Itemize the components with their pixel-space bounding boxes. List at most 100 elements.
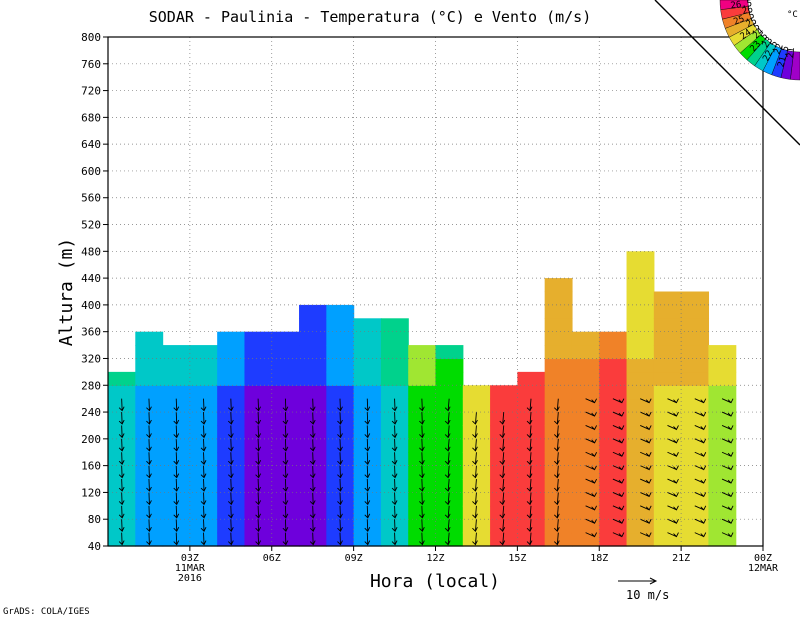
wind-vector	[309, 412, 316, 425]
y-axis-title: Altura (m)	[56, 238, 77, 346]
temperature-cell	[135, 358, 164, 373]
x-tick-label: 09Z	[345, 553, 363, 564]
wind-vector	[667, 451, 679, 457]
wind-vector	[309, 479, 316, 492]
wind-vector	[667, 518, 679, 524]
wind-vector	[255, 465, 262, 479]
temperature-cell	[435, 492, 464, 507]
y-tick-label: 440	[81, 272, 101, 285]
wind-vector	[472, 505, 478, 519]
y-tick-label: 160	[81, 460, 101, 473]
wind-vector	[227, 532, 234, 546]
temperature-cell	[544, 425, 573, 440]
wind-vector	[667, 411, 679, 417]
wind-vector	[472, 465, 478, 479]
wind-vector	[255, 425, 262, 439]
wind-vector	[553, 425, 560, 439]
wind-vector	[146, 465, 152, 479]
wind-vector	[444, 519, 451, 532]
temperature-cell	[271, 371, 300, 386]
temperature-cell	[162, 358, 191, 373]
wind-vector	[694, 505, 707, 511]
wind-vector	[694, 425, 707, 431]
wind-vector	[364, 505, 371, 519]
x-tick-label: 18Z	[590, 553, 608, 564]
wind-vector	[640, 411, 652, 417]
wind-vector	[419, 398, 425, 412]
y-tick-label: 720	[81, 85, 101, 98]
temperature-cell	[544, 492, 573, 507]
temperature-cell	[435, 465, 464, 480]
y-tick-label: 480	[81, 245, 101, 258]
wind-vector	[444, 425, 451, 439]
wind-vector	[526, 492, 533, 506]
wind-vector	[282, 519, 289, 532]
wind-vector	[667, 532, 679, 538]
y-tick-label: 320	[81, 352, 101, 365]
wind-vector	[282, 412, 289, 425]
temperature-cell	[599, 331, 628, 346]
temperature-cell	[544, 505, 573, 520]
y-tick-label: 200	[81, 433, 101, 446]
temperature-cell	[681, 345, 710, 360]
wind-vector	[612, 398, 625, 404]
wind-vector	[173, 452, 180, 465]
wind-vector	[391, 398, 398, 412]
temperature-cell	[517, 452, 546, 467]
wind-vector	[255, 505, 262, 519]
wind-vector	[146, 532, 152, 546]
wind-vector	[419, 492, 425, 506]
wind-vector	[419, 425, 425, 439]
wind-vector	[391, 425, 398, 439]
y-tick-label: 360	[81, 326, 101, 339]
temperature-cell	[462, 492, 491, 507]
temperature-field	[108, 251, 737, 547]
wind-vector	[667, 438, 679, 444]
x-tick-label: 12Z	[426, 553, 444, 564]
wind-vector	[391, 465, 398, 479]
temperature-cell	[544, 371, 573, 386]
temperature-cell	[162, 371, 191, 386]
temperature-cell	[599, 345, 628, 360]
wind-vector	[200, 532, 207, 546]
wind-vector	[391, 532, 398, 546]
temperature-cell	[462, 385, 491, 400]
temperature-cell	[462, 452, 491, 467]
wind-vector	[694, 465, 707, 471]
wind-vector	[721, 398, 734, 404]
x-tick-label: 21Z	[672, 553, 690, 564]
wind-vector	[118, 492, 125, 506]
temperature-cell	[626, 331, 655, 346]
wind-vector	[694, 411, 707, 417]
wind-vector	[612, 478, 625, 484]
temperature-cell	[217, 331, 246, 346]
wind-vector	[553, 519, 560, 532]
temperature-cell	[653, 331, 682, 346]
wind-vector	[364, 452, 371, 465]
wind-vector	[309, 505, 316, 519]
temperature-cell	[653, 318, 682, 333]
temperature-cell	[681, 304, 710, 319]
temperature-cell	[517, 371, 546, 386]
wind-vector	[337, 519, 343, 532]
colorbar-label: 26.5	[730, 0, 753, 11]
temperature-cell	[462, 519, 491, 534]
wind-vector	[364, 438, 371, 452]
wind-vector	[553, 492, 560, 506]
temperature-cell	[626, 345, 655, 360]
wind-vector	[309, 465, 316, 479]
temperature-cell	[244, 331, 273, 346]
y-tick-label: 560	[81, 192, 101, 205]
temperature-cell	[435, 479, 464, 494]
temperature-cell	[490, 412, 518, 427]
temperature-cell	[299, 371, 327, 386]
wind-vector	[146, 438, 152, 452]
temperature-cell	[435, 385, 464, 400]
wind-vector	[585, 465, 598, 471]
temperature-cell	[571, 371, 600, 386]
wind-vector	[255, 519, 262, 532]
wind-vector	[282, 438, 289, 452]
wind-vector	[472, 412, 478, 425]
wind-vector	[721, 505, 734, 511]
wind-vector	[640, 425, 652, 431]
